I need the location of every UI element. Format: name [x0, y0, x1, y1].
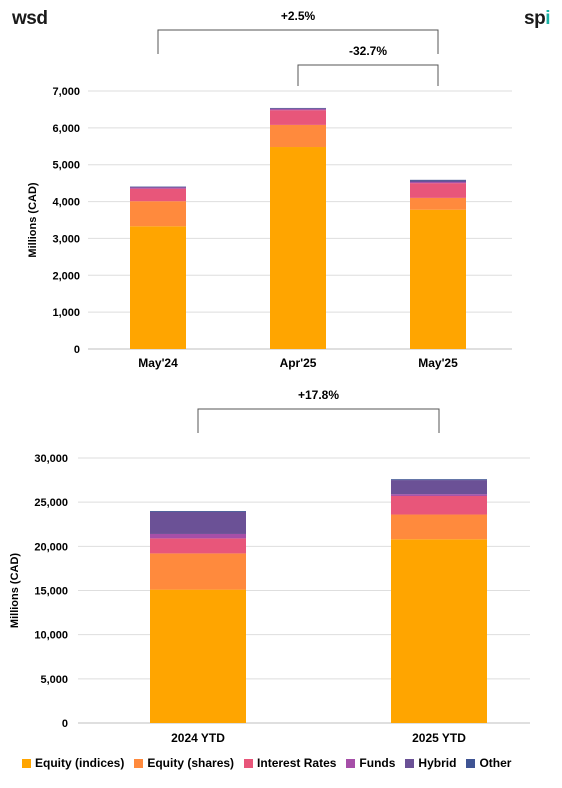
bar-segment [150, 511, 246, 512]
bar-segment [130, 188, 186, 202]
legend-label: Interest Rates [257, 756, 337, 770]
wsd-logo: wsd [12, 8, 48, 29]
charts-canvas: 0 1,000 2,000 3,000 4,000 5,000 6,000 7,000 Mill… [9, 9, 530, 745]
legend-label: Hybrid [418, 756, 457, 770]
bar-segment [150, 589, 246, 723]
y-tick-label: 15,000 [34, 586, 68, 598]
bar-segment [391, 514, 487, 540]
category-label: 2025 YTD [412, 731, 466, 745]
bar-segment [391, 480, 487, 495]
legend-item: Funds [346, 756, 395, 770]
y-tick-label: 5,000 [52, 160, 80, 172]
legend-item: Equity (shares) [134, 756, 234, 770]
y-tick-label: 1,000 [52, 307, 80, 319]
bar-segment [391, 495, 487, 515]
spi-logo: spi [524, 8, 550, 29]
bar-segment [270, 109, 326, 111]
comparison-bracket [157, 29, 439, 54]
bar-segment [150, 533, 246, 539]
y-tick-label: 4,000 [52, 197, 80, 209]
bar-segment [130, 201, 186, 227]
category-label: 2024 YTD [171, 731, 225, 745]
bar-segment [410, 180, 466, 183]
y-tick-label: 20,000 [34, 541, 68, 553]
bar-segment [150, 553, 246, 590]
chart-legend: Equity (indices) Equity (shares) Interest … [22, 756, 552, 770]
legend-swatch [405, 758, 415, 768]
comparison-label: -32.7% [349, 44, 387, 58]
comparison-label: +2.5% [281, 9, 316, 23]
legend-item: Hybrid [405, 756, 456, 770]
bar-segment [150, 511, 246, 534]
y-tick-label: 10,000 [34, 630, 68, 642]
legend-label: Funds [359, 756, 396, 770]
bar-segment [391, 479, 487, 481]
y-tick-label: 0 [74, 344, 80, 356]
bar-segment [270, 147, 326, 349]
legend-label: Equity (indices) [35, 756, 125, 770]
y-tick-label: 0 [62, 718, 68, 730]
bar-segment [130, 226, 186, 349]
comparison-bracket [197, 408, 440, 433]
legend-item: Equity (indices) [22, 756, 124, 770]
comparison-bracket [297, 64, 439, 86]
bar-segment [410, 197, 466, 210]
bar-segment [130, 186, 186, 188]
y-axis-label: Millions (CAD) [9, 553, 21, 628]
y-axis-label: Millions (CAD) [27, 182, 39, 257]
category-label: May'24 [138, 356, 178, 370]
bar-segment [270, 108, 326, 110]
legend-item: Interest Rates [244, 756, 336, 770]
legend-swatch [22, 758, 31, 768]
legend-swatch [244, 758, 254, 768]
comparison-label: +17.8% [298, 388, 339, 402]
y-tick-label: 25,000 [34, 497, 68, 509]
y-tick-label: 5,000 [40, 674, 68, 686]
bar-segment [270, 124, 326, 148]
legend-swatch [346, 758, 356, 768]
y-tick-label: 2,000 [52, 270, 80, 282]
bar-segment [391, 539, 487, 723]
y-tick-label: 6,000 [52, 123, 80, 135]
legend-item: Other [466, 756, 511, 770]
legend-label: Equity (shares) [147, 756, 235, 770]
bar-segment [391, 494, 487, 496]
y-tick-label: 3,000 [52, 233, 80, 245]
y-tick-label: 7,000 [52, 86, 80, 98]
category-label: Apr'25 [280, 356, 317, 370]
legend-swatch [466, 758, 476, 768]
bar-segment [410, 182, 466, 184]
bar-segment [410, 179, 466, 181]
bar-segment [150, 538, 246, 554]
bar-segment [410, 209, 466, 349]
y-tick-label: 30,000 [34, 453, 68, 465]
category-label: May'25 [418, 356, 458, 370]
bar-segment [130, 187, 186, 189]
legend-label: Other [479, 756, 512, 770]
bar-segment [410, 183, 466, 198]
legend-swatch [134, 758, 144, 768]
bar-segment [270, 110, 326, 125]
